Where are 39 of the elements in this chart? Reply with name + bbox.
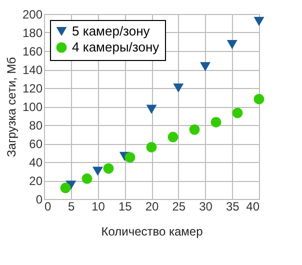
y-tick-label: 40 — [29, 156, 43, 170]
x-tick-label: 10 — [92, 200, 106, 214]
point — [200, 62, 210, 72]
x-tick-label: 0 — [44, 200, 52, 214]
y-tick-label: 200 — [22, 8, 43, 22]
point — [82, 173, 92, 184]
y-tick-label: 140 — [22, 63, 43, 77]
x-tick-label: 25 — [172, 200, 186, 214]
y-tick-label: 100 — [22, 100, 43, 114]
x-tick-label: 30 — [199, 200, 213, 214]
y-tick-label: 120 — [22, 82, 43, 96]
x-tick-label: 5 — [68, 200, 76, 214]
y-axis-title: Загрузка сети, Мб — [4, 56, 18, 157]
y-tick-label: 180 — [22, 26, 43, 40]
point — [189, 124, 200, 135]
legend-label: 4 камеры/зону — [72, 40, 160, 54]
y-tick-label: 160 — [22, 44, 43, 58]
point — [173, 83, 184, 93]
point — [146, 104, 157, 114]
x-tick-label: 35 — [226, 200, 240, 214]
x-axis-title: Количество камер — [101, 224, 204, 238]
point — [254, 94, 264, 104]
y-tick-label: 20 — [29, 174, 43, 188]
point — [254, 16, 264, 26]
y-tick-label: 80 — [29, 118, 43, 132]
point — [168, 132, 178, 142]
point — [226, 40, 238, 50]
y-tick-label: 60 — [29, 137, 43, 151]
point — [92, 166, 103, 176]
point — [210, 116, 222, 128]
point — [146, 142, 157, 152]
point — [103, 163, 114, 174]
x-tick-label: 15 — [118, 200, 132, 214]
point — [124, 152, 136, 163]
point — [60, 182, 71, 194]
point — [232, 108, 243, 118]
x-tick-label: 40 — [246, 200, 260, 214]
legend-label: 5 камер/зону — [72, 24, 150, 38]
x-tick-label: 20 — [145, 200, 159, 214]
